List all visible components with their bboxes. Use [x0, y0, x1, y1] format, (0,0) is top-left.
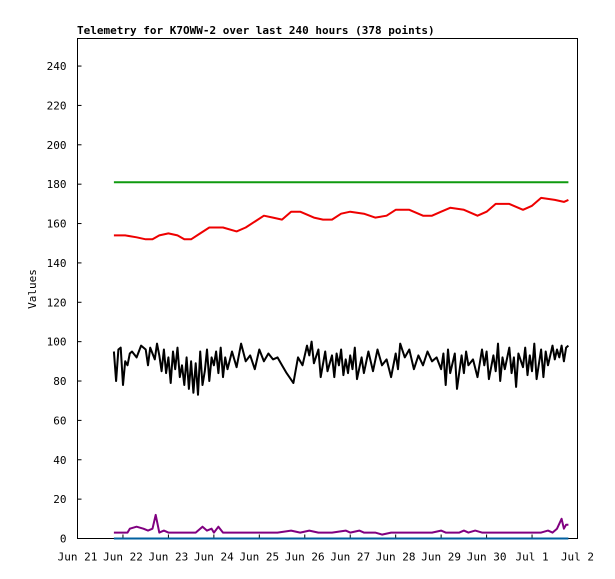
series-line-3: [112, 340, 570, 396]
x-tick-label: Jun 24: [194, 551, 234, 564]
series-line-2: [113, 196, 569, 241]
y-axis: 0 20 40 60 80 100 120 140 160 180 200 220 240: [47, 60, 82, 546]
chart-title: Telemetry for K7OWW-2 over last 240 hour…: [77, 24, 435, 37]
x-tick-label: Jun 23: [149, 551, 189, 564]
x-tick-label: Jun 26: [285, 551, 325, 564]
y-tick-label: 160: [47, 218, 67, 231]
y-tick-label: 240: [47, 60, 67, 73]
x-tick-label: Jun 28: [376, 551, 416, 564]
x-tick-label: Jul 1: [515, 551, 548, 564]
y-tick-label: 80: [53, 375, 66, 388]
series-lines: [112, 181, 570, 540]
y-tick-label: 40: [53, 454, 66, 467]
x-tick-label: Jun 27: [330, 551, 370, 564]
x-tick-label: Jun 22: [103, 551, 143, 564]
x-tick-label: Jun 29: [421, 551, 461, 564]
y-tick-label: 20: [53, 493, 66, 506]
x-tick-label: Jul 2: [561, 551, 594, 564]
x-tick-label: Jun 21: [58, 551, 98, 564]
y-tick-label: 200: [47, 139, 67, 152]
x-axis: Jun 21 Jun 22 Jun 23 Jun 24 Jun 25 Jun 26 Jun …: [58, 534, 594, 564]
y-tick-label: 100: [47, 336, 67, 349]
y-tick-label: 60: [53, 414, 66, 427]
y-axis-label: Values: [26, 269, 39, 309]
series-line-4: [113, 513, 569, 536]
y-tick-label: 180: [47, 178, 67, 191]
y-tick-label: 0: [60, 533, 67, 546]
y-tick-label: 220: [47, 99, 67, 112]
plot-frame: [77, 38, 578, 539]
x-tick-label: Jun 25: [239, 551, 279, 564]
y-tick-label: 120: [47, 296, 67, 309]
y-tick-label: 140: [47, 257, 67, 270]
x-tick-label: Jun 30: [467, 551, 507, 564]
